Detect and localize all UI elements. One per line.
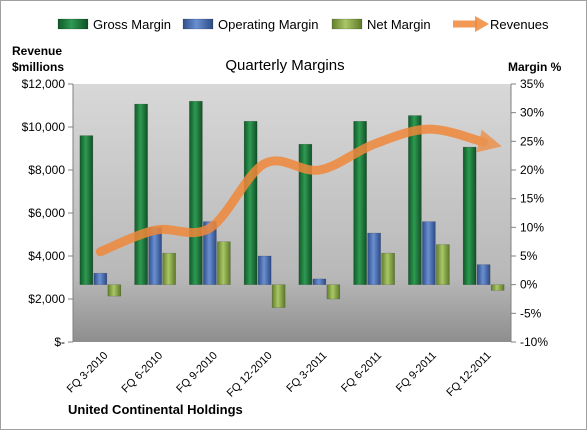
gross-margin-legend-label: Gross Margin: [93, 17, 171, 32]
operating-margin-legend-label: Operating Margin: [218, 17, 318, 32]
right-tick-label: 20%: [520, 163, 544, 177]
net-margin-bar: [107, 284, 122, 297]
left-tick-label: $12,000: [22, 77, 66, 91]
net-margin-bar: [326, 284, 341, 300]
net-margin-bar: [381, 252, 395, 285]
left-axis-title-line2: $millions: [12, 60, 64, 74]
company-name: United Continental Holdings: [68, 402, 243, 417]
left-tick-label: $6,000: [28, 206, 65, 220]
axes: [72, 84, 512, 342]
right-tick-label: -10%: [520, 335, 548, 349]
right-tick-label: 0%: [520, 278, 538, 292]
operating-margin-bar: [93, 272, 108, 285]
right-tick-label: 15%: [520, 192, 544, 206]
gross-margin-legend-swatch: [57, 18, 89, 30]
net-margin-legend-swatch: [331, 18, 363, 30]
right-tick-label: 35%: [520, 77, 544, 91]
gross-margin-bar: [134, 103, 148, 285]
right-tick-label: 5%: [520, 249, 538, 263]
left-axis-title-line1: Revenue: [12, 44, 62, 58]
left-axis-ticks: $- $2,000 $4,000 $6,000 $8,000 $10,000 $12,000: [22, 77, 73, 349]
net-margin-legend-label: Net Margin: [367, 17, 431, 32]
net-margin-bar: [436, 244, 450, 285]
right-axis-ticks: -10% -5% 0% 5% 10% 15% 20% 25% 30% 35%: [511, 77, 548, 349]
right-tick-label: 10%: [520, 220, 544, 234]
net-margin-bar: [217, 241, 231, 285]
net-margin-bar: [162, 252, 176, 285]
left-tick-label: $2,000: [28, 292, 65, 306]
right-tick-label: -5%: [520, 306, 542, 320]
operating-margin-bar: [312, 278, 327, 285]
revenues-legend-arrow: [475, 16, 489, 32]
right-tick-label: 30%: [520, 106, 544, 120]
left-tick-label: $8,000: [28, 163, 65, 177]
operating-margin-bar: [422, 221, 436, 285]
net-margin-bar: [271, 284, 286, 308]
bar-series: [79, 100, 505, 308]
chart-title: Quarterly Margins: [225, 57, 344, 74]
left-tick-label: $-: [54, 335, 65, 349]
right-tick-label: 25%: [520, 134, 544, 148]
operating-margin-bar: [203, 221, 217, 285]
left-tick-label: $4,000: [28, 249, 65, 263]
gross-margin-bar: [353, 121, 367, 285]
legend: Gross Margin Operating Margin Net Margin Re…: [57, 16, 549, 32]
right-axis-title: Margin %: [508, 60, 562, 74]
gross-margin-bar: [408, 115, 422, 285]
gross-margin-bar: [462, 146, 477, 285]
revenue-line-layer: [95, 124, 502, 257]
gross-margin-bar: [243, 121, 258, 285]
operating-margin-bar: [257, 255, 272, 285]
operating-margin-legend-swatch: [182, 18, 214, 30]
revenues-line: [95, 124, 502, 257]
left-tick-label: $10,000: [22, 120, 66, 134]
net-margin-bar: [490, 284, 505, 291]
gross-margin-bar: [189, 100, 203, 285]
revenues-legend-label: Revenues: [490, 17, 549, 32]
operating-margin-bar: [367, 232, 381, 285]
operating-margin-bar: [476, 264, 491, 285]
gross-margin-bar: [79, 135, 94, 285]
gross-margin-bar: [298, 143, 313, 285]
